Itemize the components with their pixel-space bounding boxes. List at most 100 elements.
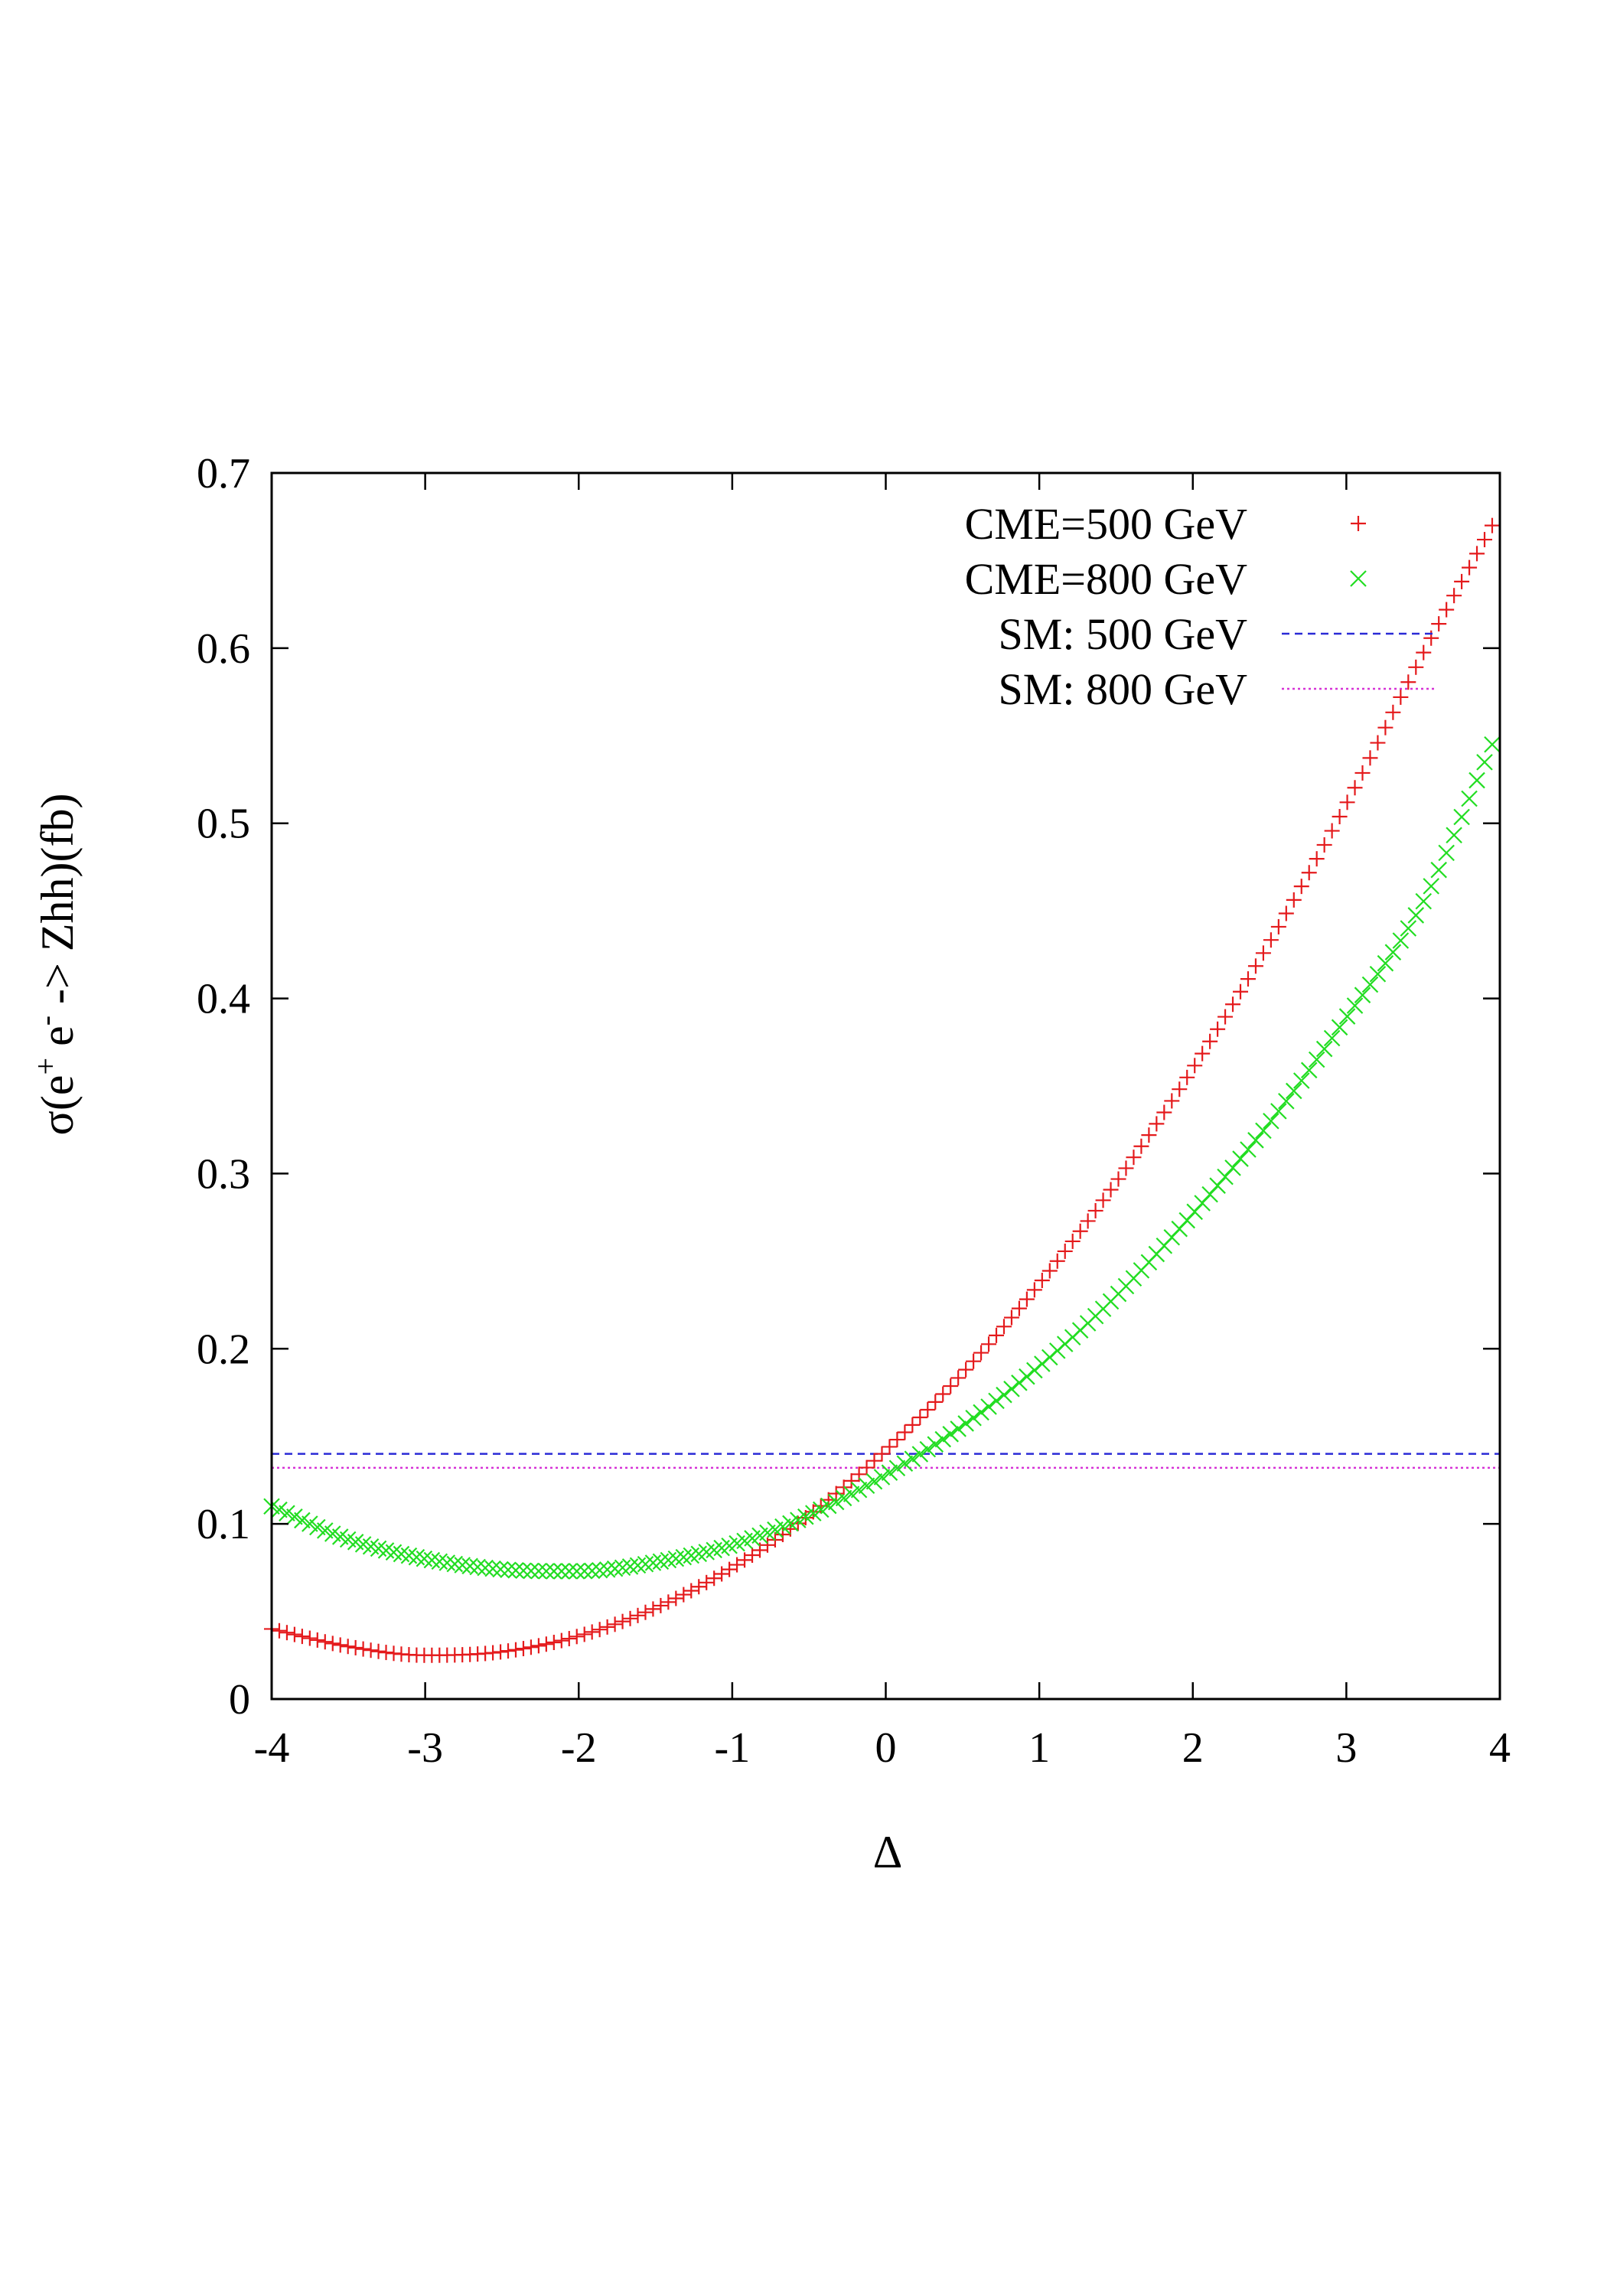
series-1-point-b — [1323, 1029, 1341, 1047]
series-1-point — [484, 1560, 501, 1577]
series-1-point — [888, 1459, 906, 1477]
series-1-point — [575, 1563, 593, 1580]
y-tick-label: 0.2 — [197, 1326, 250, 1373]
series-0-point — [912, 1410, 928, 1426]
series-0-point — [1057, 1243, 1073, 1259]
series-1-point-b — [973, 1404, 989, 1421]
series-0-point — [1064, 1233, 1081, 1249]
series-1-point-b — [1430, 861, 1447, 879]
series-0-point — [485, 1645, 501, 1661]
series-1-point — [1209, 1177, 1226, 1194]
series-1-point-b — [309, 1518, 326, 1536]
series-1-point-b — [644, 1554, 662, 1571]
series-0-point — [1255, 945, 1271, 961]
series-1-point — [865, 1473, 883, 1490]
x-tick-label: -4 — [254, 1724, 290, 1772]
series-1-point-b — [1232, 1150, 1249, 1167]
series-0-point — [637, 1604, 654, 1620]
series-1-point-b — [331, 1528, 349, 1545]
series-1-point — [629, 1557, 647, 1574]
series-1-point-b — [1308, 1051, 1325, 1068]
y-tick-label: 0 — [229, 1676, 250, 1724]
y-tick-label: 0.6 — [197, 625, 250, 673]
series-1-point — [1453, 808, 1470, 826]
plot-marks — [263, 517, 1501, 1663]
series-0-point — [1347, 780, 1363, 796]
series-1-point-b — [423, 1551, 441, 1569]
series-1-point-b — [1263, 1112, 1279, 1130]
series-1-point-b — [1270, 1103, 1287, 1120]
series-1-point-b — [431, 1553, 448, 1570]
series-1-point-b — [1338, 1008, 1356, 1025]
series-0-point — [592, 1622, 608, 1638]
series-0-point — [507, 1642, 523, 1658]
series-1-point-b — [614, 1559, 631, 1577]
series-0-point — [1118, 1160, 1134, 1176]
series-1-point — [1384, 944, 1402, 960]
series-0-point — [279, 1625, 295, 1641]
series-1-point-b — [477, 1559, 494, 1577]
series-1-point — [873, 1469, 891, 1486]
series-1-point-b — [507, 1562, 524, 1579]
series-1-point-b — [583, 1562, 601, 1580]
series-1-point-b — [1346, 997, 1364, 1014]
series-1-point-b — [515, 1562, 532, 1580]
series-1-point — [1232, 1150, 1249, 1167]
x-tick-label: -3 — [407, 1724, 443, 1772]
series-0-point — [561, 1631, 577, 1647]
series-1-point-b — [919, 1440, 937, 1458]
series-0-point — [1263, 932, 1279, 948]
series-0-point — [1041, 1263, 1058, 1279]
series-0-point — [691, 1579, 707, 1595]
series-0-point — [843, 1473, 859, 1489]
series-1-point-b — [1407, 907, 1425, 924]
series-1-point — [1026, 1362, 1043, 1379]
series-1-point — [950, 1420, 966, 1437]
series-1-point — [652, 1553, 670, 1570]
y-label-suffix: -> Zhh)(fb) — [32, 794, 83, 1016]
y-label-plus: + — [28, 1058, 63, 1075]
series-0-point — [927, 1394, 944, 1410]
series-1-point-b — [888, 1459, 906, 1477]
x-axis-label: Δ — [873, 1827, 903, 1877]
series-0-point — [645, 1601, 661, 1617]
series-1-point-b — [820, 1497, 837, 1515]
series-0-point — [1011, 1300, 1027, 1316]
series-1-point — [973, 1404, 989, 1421]
series-0-point — [1278, 905, 1294, 921]
series-1-point — [1292, 1072, 1310, 1089]
series-1-point — [553, 1563, 570, 1580]
series-0-point — [1469, 546, 1485, 562]
series-1-point — [957, 1415, 974, 1432]
series-1-point-b — [393, 1545, 410, 1563]
legend-label-1: CME=800 GeV — [965, 554, 1248, 604]
series-1-point — [1476, 754, 1493, 771]
series-0-point — [515, 1641, 531, 1657]
series-0-point — [1247, 958, 1263, 974]
series-1-point — [1011, 1375, 1028, 1391]
series-0-point — [1446, 588, 1462, 604]
series-0-point — [584, 1624, 600, 1640]
series-1-point-b — [1415, 892, 1433, 910]
series-0-point — [1202, 1033, 1218, 1049]
legend-marker-1 — [1350, 570, 1367, 587]
series-0-point — [378, 1645, 394, 1661]
series-0-point — [889, 1432, 905, 1448]
y-tick-label: 0.4 — [197, 976, 250, 1023]
series-1-point-b — [652, 1553, 670, 1570]
series-0-point — [1270, 918, 1286, 934]
series-1-point — [1461, 790, 1478, 807]
series-1-point — [988, 1392, 1005, 1410]
series-0-point — [866, 1453, 882, 1469]
y-tick-label: 0.5 — [197, 801, 250, 848]
series-1-point — [637, 1555, 654, 1573]
series-1-point — [614, 1559, 631, 1577]
series-1-point — [1338, 1008, 1356, 1025]
series-0-point — [332, 1637, 348, 1653]
series-0-point — [630, 1607, 646, 1623]
series-0-point — [530, 1638, 546, 1654]
series-0-point — [935, 1386, 951, 1402]
series-1-point-b — [302, 1515, 318, 1532]
series-0-point — [1095, 1192, 1111, 1208]
